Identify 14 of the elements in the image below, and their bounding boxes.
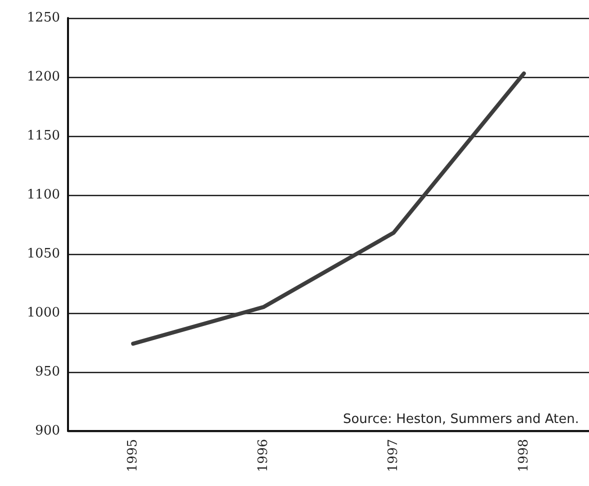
x-tick-label: 1998	[516, 439, 532, 472]
y-tick-label: 1150	[26, 128, 60, 144]
y-tick-label: 1250	[26, 10, 60, 26]
annotation: Source: Heston, Summers and Aten.	[342, 412, 580, 427]
y-tick-label: 900	[35, 424, 60, 438]
y-tick-label: 1200	[26, 70, 60, 84]
x-tick-label: 1997	[386, 439, 402, 472]
y-tick-label: 1000	[26, 306, 60, 320]
line-series	[131, 71, 526, 346]
y-tick-label: 1050	[26, 246, 60, 262]
y-tick-label: 1100	[26, 188, 60, 202]
y-tick-label: 950	[35, 364, 60, 380]
x-tick-label: 1996	[256, 439, 271, 472]
x-tick-label: 1995	[126, 439, 141, 472]
